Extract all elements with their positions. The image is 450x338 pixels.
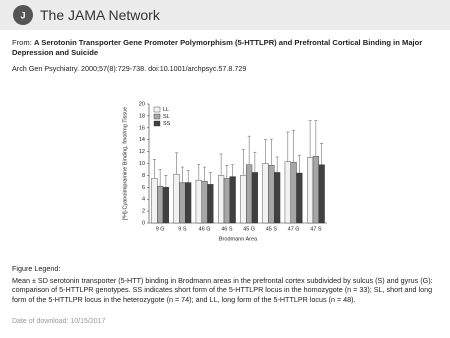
y-tick-label: 14 (139, 137, 145, 143)
legend-swatch (153, 120, 161, 127)
error-bar (264, 139, 268, 164)
y-tick-label: 8 (142, 173, 145, 179)
caption: Mean ± SD serotonin transporter (5-HTT) … (12, 276, 433, 304)
chart: [³H]-Cyanoimipramine Binding, fmol/mg Ti… (122, 101, 327, 242)
y-tick-label: 0 (142, 220, 145, 226)
bar (157, 185, 164, 224)
svg-text:J: J (20, 10, 25, 20)
legend-label: LL (163, 107, 169, 113)
y-tick-label: 20 (139, 101, 145, 107)
citation: Arch Gen Psychiatry. 2000;57(8):729-738.… (12, 64, 247, 73)
error-bar (164, 175, 168, 188)
bar (185, 182, 192, 224)
x-axis-title: Brodmann Area (219, 236, 258, 242)
legend-swatch (153, 113, 161, 120)
from-label: From: (12, 38, 32, 47)
error-bar (308, 120, 312, 158)
bar (240, 175, 247, 224)
error-bar (292, 129, 296, 163)
error-bar (197, 164, 201, 181)
error-bar (175, 152, 179, 175)
x-tick-label: 45 S (266, 226, 278, 232)
y-axis-title: [³H]-Cyanoimipramine Binding, fmol/mg Ti… (122, 107, 128, 220)
bar (151, 178, 158, 224)
error-bar (152, 159, 156, 179)
bar (318, 164, 325, 224)
error-bar (253, 151, 257, 173)
bar (306, 157, 314, 224)
bar (207, 184, 214, 224)
article-title: A Serotonin Transporter Gene Promoter Po… (12, 38, 423, 57)
error-bar (231, 164, 235, 177)
x-tick-label: 46 S (221, 226, 233, 232)
bar (268, 165, 275, 224)
error-bar (203, 166, 207, 182)
y-tick-label: 10 (139, 161, 145, 167)
error-bar (286, 131, 290, 162)
bar (201, 181, 208, 224)
legend-heading: Figure Legend: (12, 264, 61, 273)
logo-icon: J (13, 5, 33, 25)
error-bar (158, 169, 162, 187)
bar (246, 164, 253, 224)
figure-source: From: A Serotonin Transporter Gene Promo… (12, 38, 440, 58)
error-bar (247, 135, 251, 165)
legend-label: SL (163, 114, 170, 120)
bar (162, 187, 170, 224)
y-tick-label: 16 (139, 125, 145, 131)
y-tick-label: 4 (142, 197, 145, 203)
y-tick-label: 2 (142, 209, 145, 215)
legend-swatch (153, 106, 161, 113)
download-label: Date of download: (12, 318, 69, 325)
error-bar (219, 153, 223, 176)
error-bar (225, 165, 229, 179)
bar (251, 172, 259, 224)
x-tick-label: 9 G (156, 226, 165, 232)
bar (284, 161, 291, 224)
bar (290, 162, 297, 224)
error-bar (208, 172, 212, 185)
x-tick-label: 47 G (288, 226, 300, 232)
header-bar: J The JAMA Network (0, 0, 450, 30)
bar (173, 174, 180, 224)
bar (223, 178, 230, 224)
bar (179, 182, 186, 224)
x-tick-label: 9 S (178, 226, 187, 232)
legend-label: SS (163, 121, 171, 127)
date: 10/15/2017 (70, 318, 106, 325)
error-bar (314, 120, 318, 157)
error-bar (275, 156, 279, 173)
error-bar (180, 166, 184, 183)
download-date: Date of download: 10/15/2017 (12, 318, 105, 325)
bar (217, 175, 225, 224)
bar (229, 176, 236, 224)
bar (274, 172, 281, 224)
error-bar (320, 143, 324, 165)
bar (262, 163, 269, 224)
error-bar (269, 138, 273, 166)
y-tick-label: 6 (142, 185, 145, 191)
error-bar (186, 170, 190, 183)
brand: The JAMA Network (40, 7, 160, 23)
x-tick-label: 47 S (310, 226, 322, 232)
x-tick-label: 45 G (243, 226, 255, 232)
bar (195, 179, 202, 224)
y-tick-label: 18 (139, 113, 145, 119)
bar (296, 172, 303, 224)
error-bar (297, 154, 301, 174)
error-bar (241, 148, 245, 176)
y-tick-label: 12 (139, 149, 145, 155)
x-tick-label: 46 G (199, 226, 211, 232)
bar (312, 156, 319, 224)
